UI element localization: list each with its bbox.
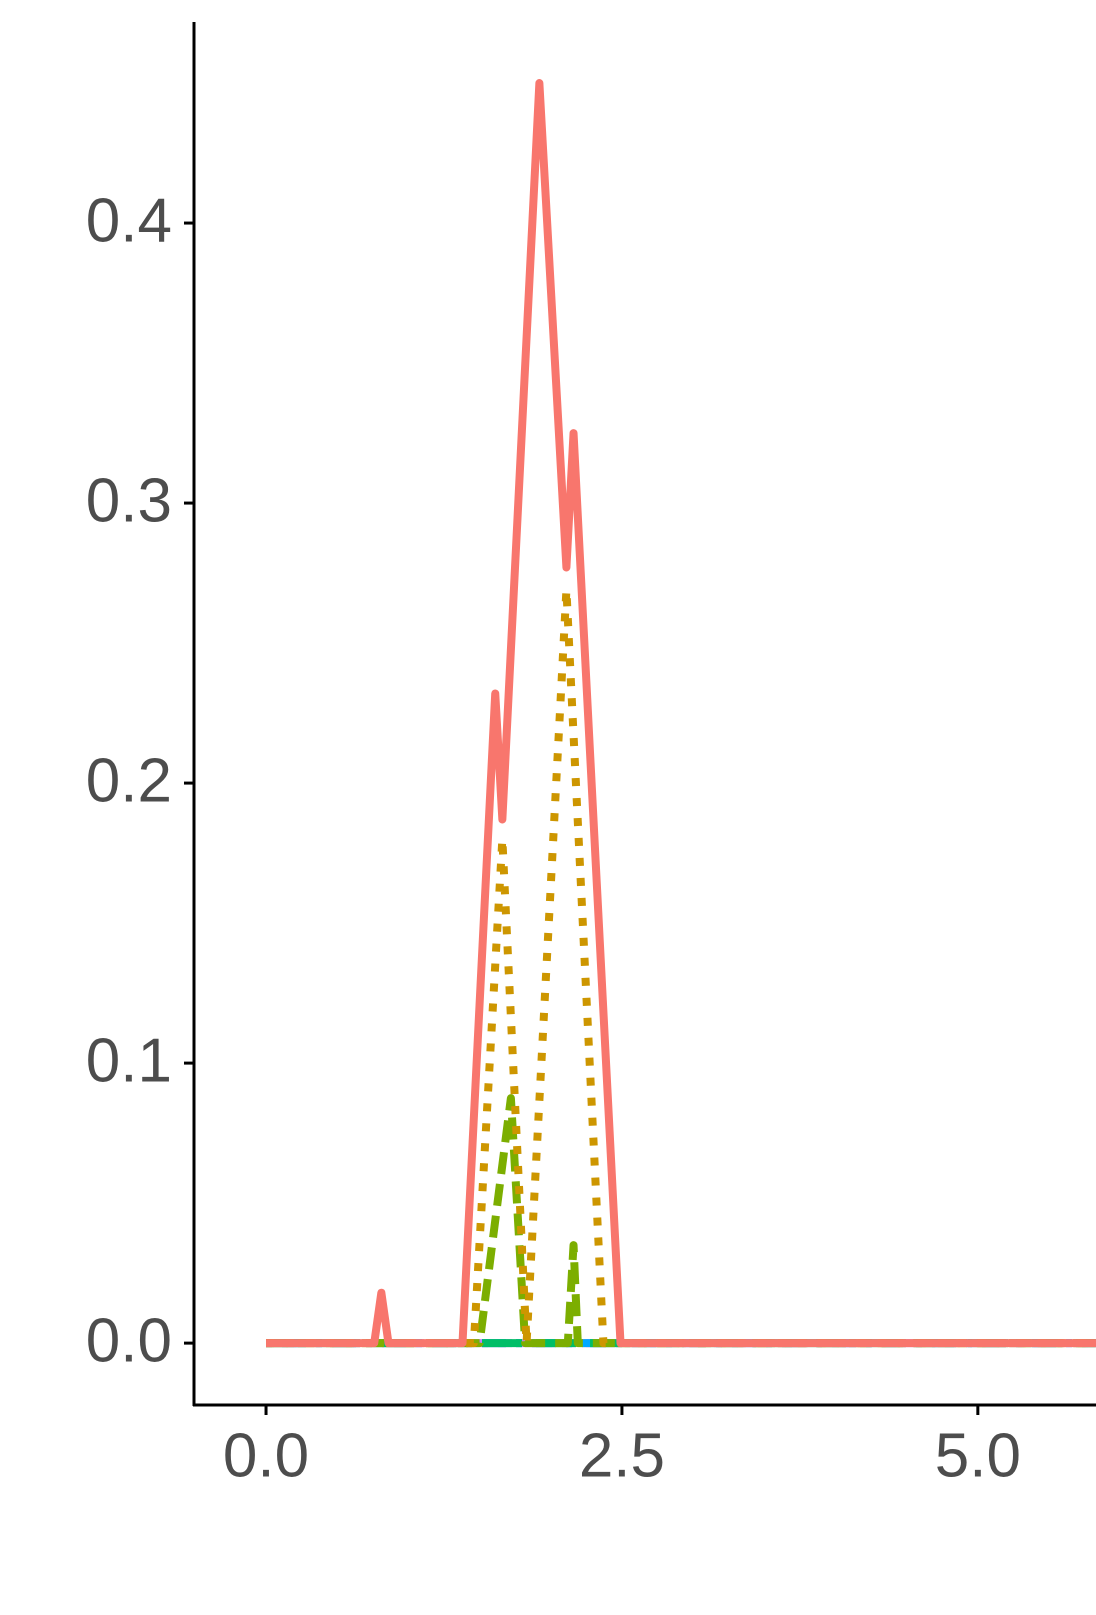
- y-tick-label: 0.2: [86, 746, 172, 815]
- y-tick-label: 0.3: [86, 466, 172, 535]
- series-line: [266, 585, 1096, 1348]
- y-tick-label: 0.4: [86, 186, 172, 255]
- x-tick-label: 5.0: [935, 1421, 1021, 1490]
- y-tick-label: 0.1: [86, 1026, 172, 1095]
- x-tick-label: 0.0: [223, 1421, 309, 1490]
- series-line: [266, 1094, 1096, 1348]
- y-tick-label: 0.0: [86, 1306, 172, 1375]
- x-tick-label: 2.5: [579, 1421, 665, 1490]
- series-line: [266, 79, 1096, 1348]
